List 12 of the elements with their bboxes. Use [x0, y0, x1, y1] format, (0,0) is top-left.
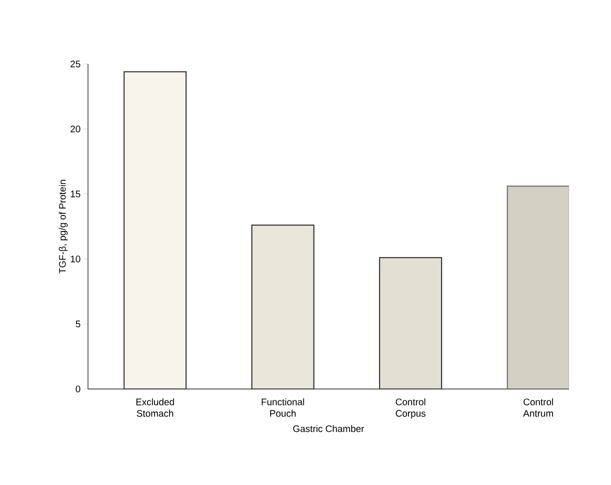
y-tick-label: 10: [70, 256, 80, 262]
x-axis-title: Gastric Chamber: [293, 425, 364, 432]
y-tick-label: 0: [76, 386, 80, 392]
x-tick-label: Functional Pouch: [262, 398, 304, 417]
x-tick-label: Control Antrum: [523, 398, 553, 417]
y-tick-label: 5: [76, 320, 80, 328]
y-axis-title: TGF-β, pg/g of Protein: [58, 180, 68, 274]
y-tick-label: 25: [70, 60, 80, 68]
x-tick-label: Excluded Stomach: [136, 398, 174, 417]
y-tick-label: 15: [70, 190, 80, 198]
x-tick-label: Control Corpus: [396, 398, 426, 419]
y-tick-label: 20: [70, 126, 80, 132]
